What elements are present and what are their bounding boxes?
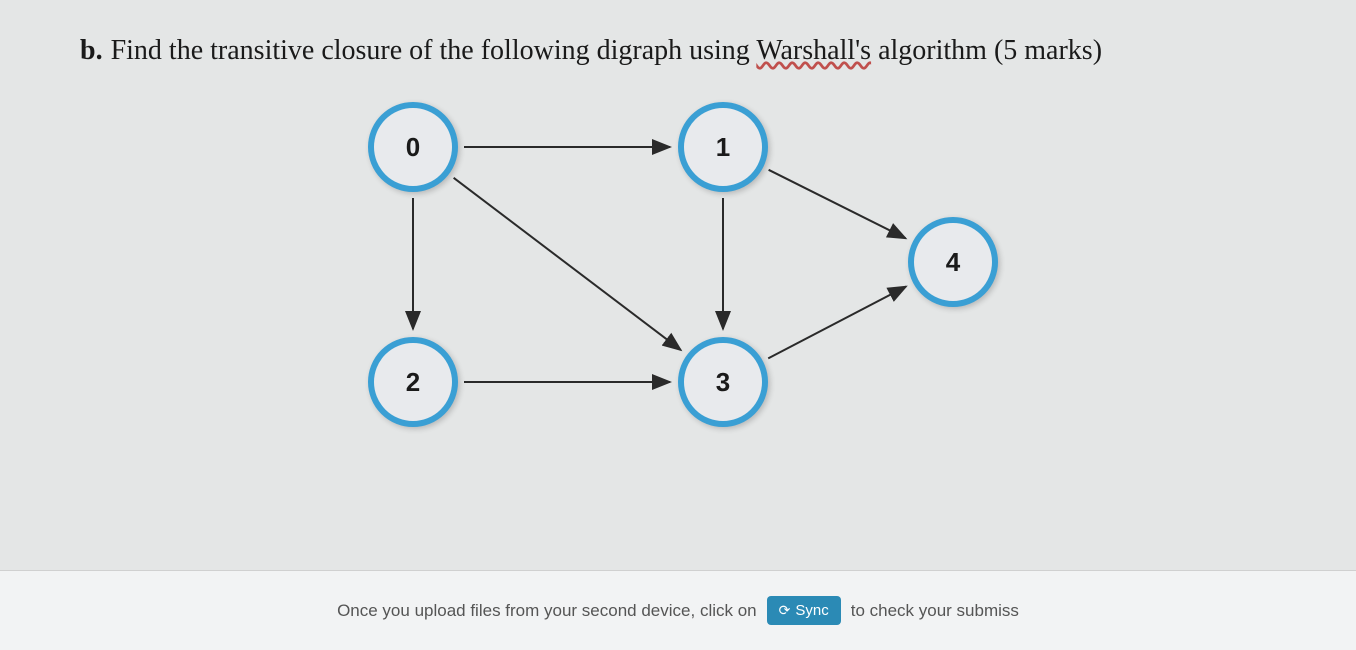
question-label: b. <box>80 35 103 66</box>
graph-node-3: 3 <box>678 337 768 427</box>
graph-node-4: 4 <box>908 217 998 307</box>
question-body-2: algorithm (5 marks) <box>871 35 1102 66</box>
upload-footer: Once you upload files from your second d… <box>0 570 1356 650</box>
edge-1-4 <box>769 170 906 238</box>
question-body-1: Find the transitive closure of the follo… <box>111 35 757 66</box>
sync-button[interactable]: ⟳ Sync <box>767 596 841 625</box>
digraph-diagram: 0 1 2 3 4 <box>293 102 1093 502</box>
sync-label: Sync <box>795 602 828 619</box>
graph-node-0: 0 <box>368 102 458 192</box>
edge-0-3 <box>454 178 681 350</box>
wavy-word: Warshall's <box>756 35 871 66</box>
question-text: b. Find the transitive closure of the fol… <box>80 30 1306 72</box>
edge-3-4 <box>768 287 906 359</box>
sync-icon: ⟳ <box>779 602 791 619</box>
footer-text-before: Once you upload files from your second d… <box>337 601 757 621</box>
graph-node-2: 2 <box>368 337 458 427</box>
footer-text-after: to check your submiss <box>851 601 1019 621</box>
graph-node-1: 1 <box>678 102 768 192</box>
question-page: b. Find the transitive closure of the fol… <box>0 0 1356 570</box>
